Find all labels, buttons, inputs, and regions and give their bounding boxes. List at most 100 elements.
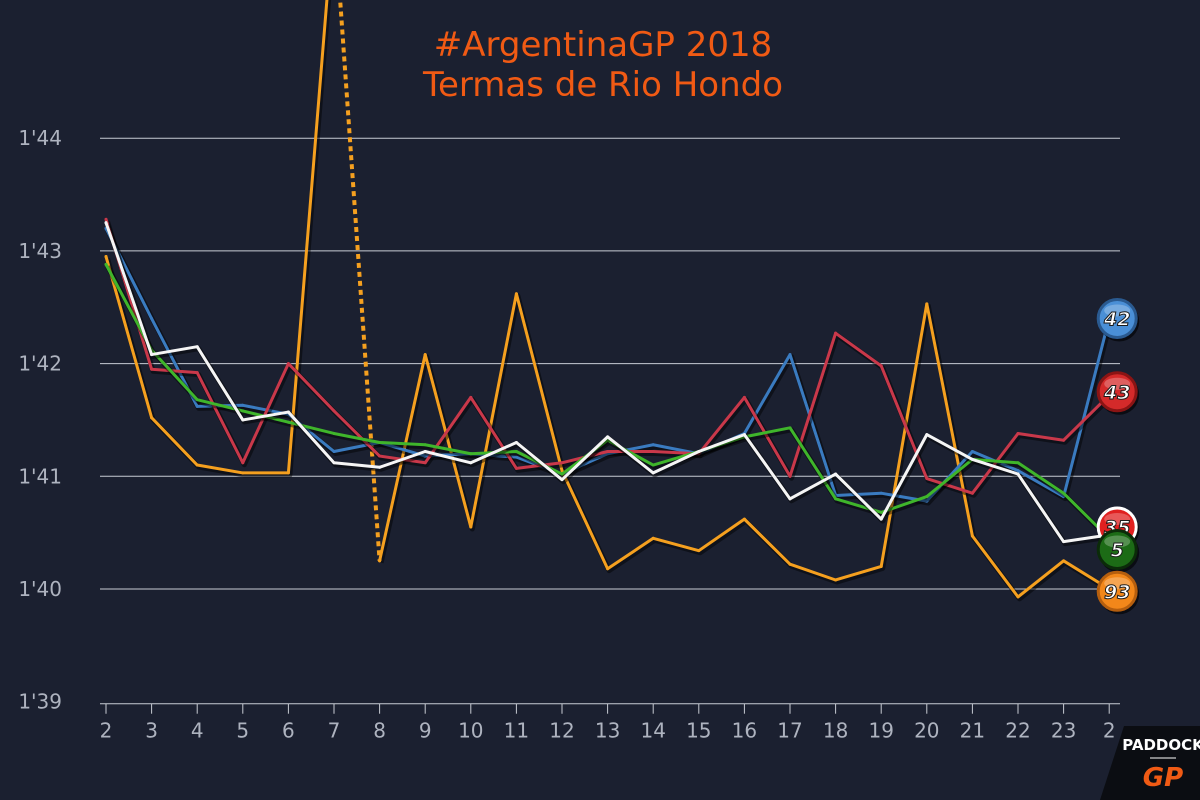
data-point xyxy=(469,525,473,529)
data-point xyxy=(241,409,245,413)
data-point xyxy=(834,472,838,476)
data-point xyxy=(104,262,108,266)
data-point xyxy=(514,450,518,454)
data-point xyxy=(195,345,199,349)
x-tick-label: 12 xyxy=(549,719,574,743)
y-tick-label: 1'39 xyxy=(18,690,62,714)
data-point xyxy=(788,562,792,566)
data-point xyxy=(788,426,792,430)
series-93 xyxy=(104,0,1113,602)
data-point xyxy=(469,452,473,456)
rider-badge-93: 93 xyxy=(1096,570,1140,615)
paddockgp-logo: PADDOCK GP xyxy=(1100,726,1200,800)
data-point xyxy=(514,440,518,444)
data-point xyxy=(1062,559,1066,563)
data-point xyxy=(879,491,883,495)
data-point xyxy=(469,461,473,465)
data-point xyxy=(241,403,245,407)
x-tick-label: 9 xyxy=(419,719,432,743)
x-tick-label: 13 xyxy=(595,719,620,743)
data-point xyxy=(104,217,108,221)
x-tick-label: 17 xyxy=(777,719,802,743)
data-point xyxy=(560,478,564,482)
data-point xyxy=(1062,540,1066,544)
badge-gloss xyxy=(1104,513,1131,526)
x-tick-label: 23 xyxy=(1051,719,1076,743)
data-point xyxy=(788,474,792,478)
data-point xyxy=(651,463,655,467)
data-point xyxy=(150,353,154,357)
series-line xyxy=(104,221,1111,544)
x-tick-label: 21 xyxy=(960,719,985,743)
data-point xyxy=(332,461,336,465)
badge-number: 5 xyxy=(1111,540,1124,562)
x-tick-label: 5 xyxy=(236,719,249,743)
data-point xyxy=(286,471,290,475)
data-point xyxy=(606,435,610,439)
x-tick-label: 2 xyxy=(100,719,113,743)
data-point xyxy=(925,499,929,503)
data-point xyxy=(378,559,382,563)
data-point xyxy=(104,255,108,259)
data-point xyxy=(697,549,701,553)
chart-subtitle: Termas de Rio Hondo xyxy=(422,65,783,105)
data-point xyxy=(925,433,929,437)
data-point xyxy=(651,536,655,540)
data-point xyxy=(742,395,746,399)
data-point xyxy=(332,450,336,454)
data-point xyxy=(469,395,473,399)
rider-badge-42: 42 xyxy=(1096,298,1140,342)
data-point xyxy=(195,398,199,402)
x-tick-label: 10 xyxy=(458,719,483,743)
x-tick-label: 22 xyxy=(1005,719,1030,743)
data-point xyxy=(925,495,929,499)
data-point xyxy=(423,461,427,465)
rider-badge-5: 5 xyxy=(1096,529,1140,573)
data-point xyxy=(879,364,883,368)
badge-gloss xyxy=(1104,377,1131,390)
x-tick-label: 20 xyxy=(914,719,939,743)
data-point xyxy=(651,443,655,447)
x-tick-label: 11 xyxy=(504,719,529,743)
grid-lines xyxy=(100,137,1120,590)
data-point xyxy=(150,367,154,371)
series-line xyxy=(104,262,1111,540)
data-point xyxy=(697,450,701,454)
logo-backdrop xyxy=(1100,726,1200,800)
badge-gloss xyxy=(1104,304,1131,317)
data-point xyxy=(606,450,610,454)
x-tick-label: 14 xyxy=(640,719,665,743)
data-point xyxy=(286,362,290,366)
chart-title: #ArgentinaGP 2018 xyxy=(434,25,773,65)
rider-badge-43: 43 xyxy=(1096,371,1140,415)
data-point xyxy=(1062,491,1066,495)
badge-number: 43 xyxy=(1103,382,1130,404)
data-point xyxy=(742,433,746,437)
badge-circle xyxy=(1096,570,1138,612)
data-point xyxy=(1016,461,1020,465)
logo-text-top: PADDOCK xyxy=(1122,736,1200,754)
data-point xyxy=(606,567,610,571)
data-point xyxy=(560,461,564,465)
data-point xyxy=(150,416,154,420)
data-point xyxy=(651,471,655,475)
data-point xyxy=(423,450,427,454)
data-point xyxy=(1016,472,1020,476)
data-point xyxy=(423,454,427,458)
data-point xyxy=(195,371,199,375)
data-point xyxy=(834,497,838,501)
data-point xyxy=(514,292,518,296)
data-point xyxy=(879,564,883,568)
data-point xyxy=(925,302,929,306)
x-tick-label: 16 xyxy=(732,719,757,743)
data-point xyxy=(241,461,245,465)
data-point xyxy=(970,534,974,538)
y-tick-label: 1'41 xyxy=(18,464,62,488)
data-point xyxy=(879,510,883,514)
data-point xyxy=(241,471,245,475)
data-point xyxy=(514,455,518,459)
data-point xyxy=(195,404,199,408)
x-tick-label: 6 xyxy=(282,719,295,743)
